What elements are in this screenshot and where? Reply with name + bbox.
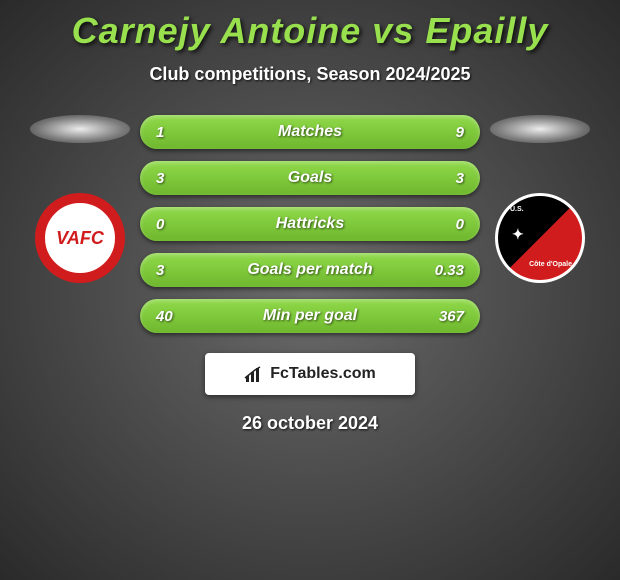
stat-label: Goals per match	[247, 261, 372, 279]
team-right-halo	[490, 115, 590, 143]
brand-badge: FcTables.com	[205, 353, 415, 395]
team-right-logo: U.S. ✦ Côte d'Opale	[495, 193, 585, 283]
page-subtitle: Club competitions, Season 2024/2025	[0, 64, 620, 85]
footer-date: 26 october 2024	[0, 413, 620, 434]
stat-row: 0 Hattricks 0	[140, 207, 480, 241]
stat-right-value: 3	[456, 170, 464, 187]
stat-row: 1 Matches 9	[140, 115, 480, 149]
team-left-col: VAFC	[20, 115, 140, 283]
stat-right-value: 367	[439, 308, 464, 325]
stats-area: VAFC 1 Matches 9 3 Goals 3 0 Hattricks 0…	[0, 115, 620, 333]
stat-label: Min per goal	[263, 307, 357, 325]
stat-left-value: 0	[156, 216, 164, 233]
team-left-halo	[30, 115, 130, 143]
stat-left-value: 3	[156, 262, 164, 279]
stat-left-value: 1	[156, 124, 164, 141]
stat-row: 3 Goals 3	[140, 161, 480, 195]
team-left-logo: VAFC	[35, 193, 125, 283]
star-icon: ✦	[512, 226, 524, 243]
brand-text: FcTables.com	[270, 365, 376, 383]
stat-right-value: 0	[456, 216, 464, 233]
page-title: Carnejy Antoine vs Epailly	[0, 0, 620, 52]
stat-row: 3 Goals per match 0.33	[140, 253, 480, 287]
team-right-col: U.S. ✦ Côte d'Opale	[480, 115, 600, 283]
team-left-logo-text: VAFC	[56, 228, 104, 249]
stats-list: 1 Matches 9 3 Goals 3 0 Hattricks 0 3 Go…	[140, 115, 480, 333]
stat-label: Goals	[288, 169, 332, 187]
stat-left-value: 40	[156, 308, 173, 325]
stat-label: Matches	[278, 123, 342, 141]
stat-right-value: 0.33	[435, 262, 464, 279]
chart-icon	[244, 366, 264, 382]
team-right-logo-text-bottom: Côte d'Opale	[529, 261, 572, 268]
stat-row: 40 Min per goal 367	[140, 299, 480, 333]
stat-right-value: 9	[456, 124, 464, 141]
stat-left-value: 3	[156, 170, 164, 187]
stat-label: Hattricks	[276, 215, 344, 233]
team-right-logo-text-top: U.S.	[510, 206, 524, 213]
